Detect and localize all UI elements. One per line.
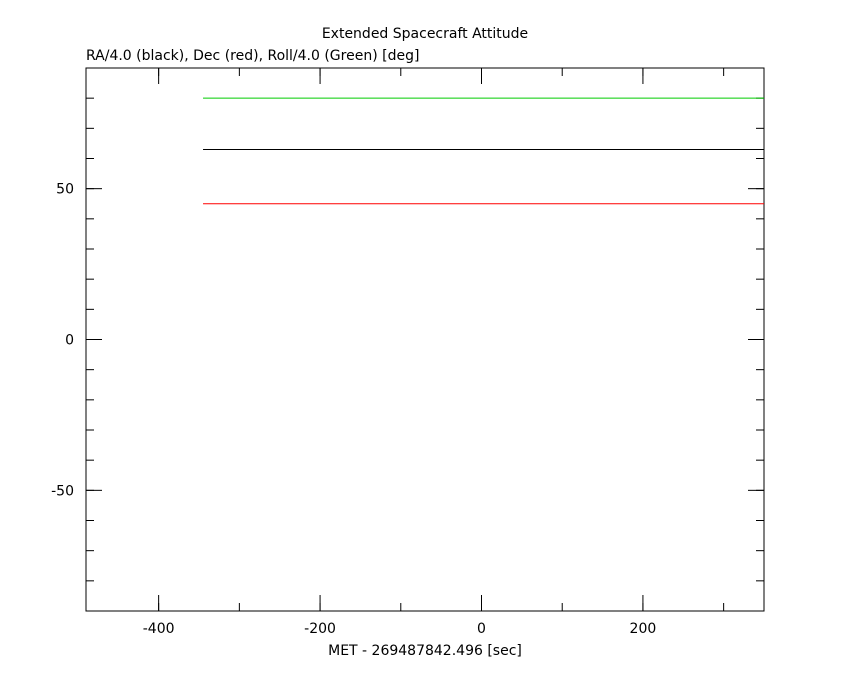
x-axis-label: MET - 269487842.496 [sec] <box>328 643 522 659</box>
x-tick-label: -200 <box>304 621 336 637</box>
x-tick-label: 200 <box>630 621 657 637</box>
y-tick-label: -50 <box>51 483 74 499</box>
y-tick-label: 0 <box>65 333 74 349</box>
x-tick-label: 0 <box>477 621 486 637</box>
chart-title: Extended Spacecraft Attitude <box>322 26 528 42</box>
y-tick-label: 50 <box>56 182 74 198</box>
x-tick-label: -400 <box>143 621 175 637</box>
chart-subtitle: RA/4.0 (black), Dec (red), Roll/4.0 (Gre… <box>86 48 419 64</box>
